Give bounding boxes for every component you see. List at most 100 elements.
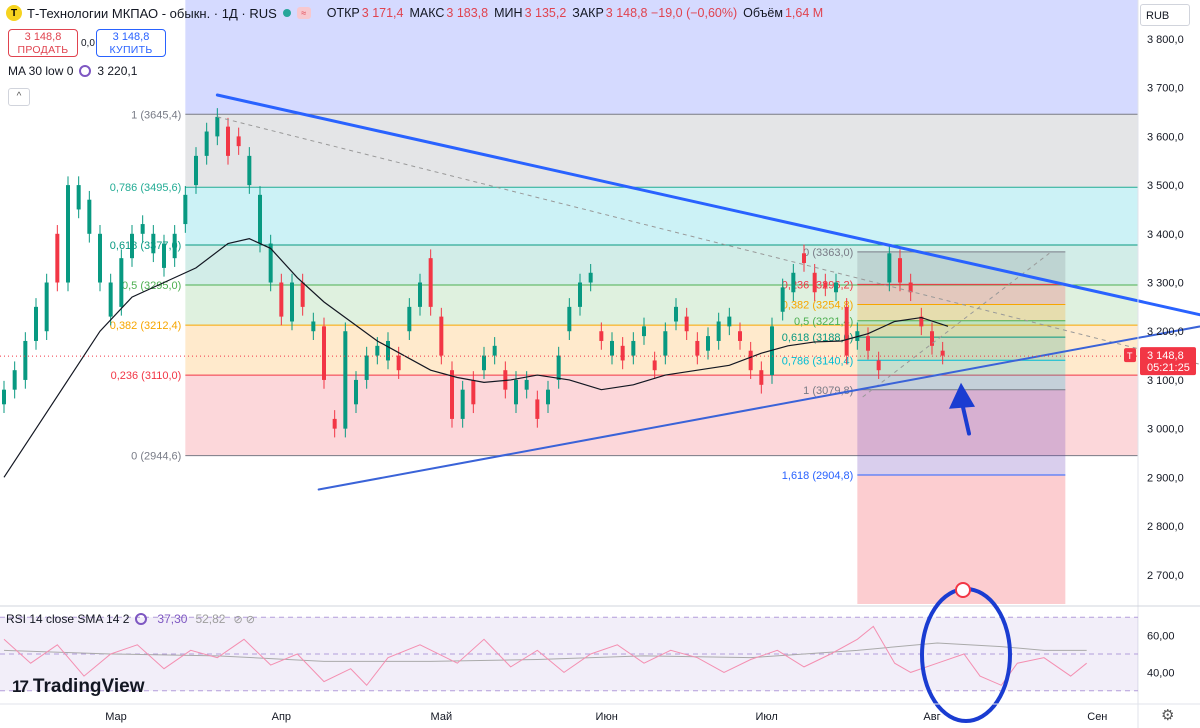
candle-body [460, 389, 465, 419]
buy-label: КУПИТЬ [109, 44, 153, 56]
candle-body [226, 126, 230, 156]
ohlc-value: 1,64 M [784, 6, 824, 20]
ohlc-key: ОТКР [326, 6, 360, 20]
rsi-axis-tick: 40,00 [1147, 667, 1175, 679]
ohlc-value: 3 183,8 [446, 6, 489, 20]
fib-small-level-label: 0,382 (3254,8) [782, 300, 854, 312]
price-axis-tick: 3 400,0 [1147, 229, 1184, 241]
price-axis-tick: 3 600,0 [1147, 131, 1184, 143]
currency-select[interactable]: RUB [1140, 4, 1190, 26]
last-price-marker-letter: T [1127, 351, 1133, 361]
price-axis-tick: 3 700,0 [1147, 83, 1184, 95]
spread-value: 0,0 [81, 38, 95, 49]
candle-body [823, 282, 828, 288]
candle-body [620, 345, 625, 361]
candle-body [23, 340, 28, 380]
fib-level-label: 1 (3645,4) [131, 109, 181, 121]
last-price-marker [1124, 348, 1136, 363]
rsi-line [3, 625, 1087, 687]
candle-body [44, 282, 49, 332]
fib-small-zone [857, 337, 1066, 361]
fib-level-label: 0,5 (3295,0) [122, 280, 181, 292]
rsi-value: 37,30 [157, 612, 188, 626]
ma-value: 3 220,1 [97, 64, 138, 78]
candle-body [695, 340, 700, 356]
fib-zone [185, 187, 1139, 246]
price-axis-tick: 2 800,0 [1147, 521, 1184, 533]
fib-level-label: 0,786 (3495,6) [110, 182, 182, 194]
candle-body [215, 116, 220, 137]
candle-body [343, 331, 348, 429]
symbol-title[interactable]: Т-Технологии МКПАО - обыкн. · 1Д · RUS [27, 5, 277, 21]
candle-body [98, 233, 102, 283]
time-axis-label: Сен [1087, 711, 1107, 723]
buy-button[interactable]: 3 148,8 КУПИТЬ [96, 29, 166, 57]
ohlc-value: 3 135,2 [524, 6, 567, 20]
candle-body [76, 185, 81, 210]
dashed-guide-line [217, 116, 1200, 365]
candle-body [236, 136, 241, 147]
trendline-lower [317, 325, 1200, 491]
annotation-arrow-head [949, 382, 975, 409]
ma-legend[interactable]: MA 30 low 0 3 220,1 [8, 64, 137, 78]
candle-body [802, 253, 806, 264]
fib-zone [185, 114, 1139, 188]
alert-icon [955, 582, 971, 598]
company-logo: T [6, 5, 22, 21]
candle-body [887, 253, 892, 283]
candle-body [535, 399, 540, 419]
tradingview-wordmark: TradingView [32, 676, 145, 697]
cycle-icon [79, 65, 92, 77]
fib-level-label: 0,236 (3110,0) [111, 370, 182, 382]
candle-body [194, 155, 198, 186]
candle-body [268, 243, 273, 283]
tradingview-logo: 17 TradingView [12, 676, 145, 698]
candle-body [418, 282, 422, 307]
candle-body [407, 306, 412, 332]
candle-body [674, 306, 678, 322]
candle-body [546, 389, 550, 405]
candle-body [66, 185, 70, 283]
fib-level-label: 0,382 (3212,4) [110, 320, 182, 332]
time-axis-label: Мар [105, 711, 127, 723]
candle-body [450, 370, 454, 419]
candle-body [34, 306, 38, 341]
collapse-legend-button[interactable]: ^ [8, 88, 30, 106]
fib-small-level-label: 0 (3363,0) [803, 247, 853, 259]
candle-body [55, 233, 60, 283]
candle-body [375, 345, 380, 356]
ohlc-key: МИН [494, 6, 523, 20]
fib-level-label: 0,618 (3377,0) [110, 240, 182, 252]
fib-small-level-label: 0,5 (3221,4) [794, 316, 853, 328]
candle-body [716, 321, 721, 341]
candle-body [290, 282, 294, 322]
fib-small-zone [857, 284, 1066, 305]
ohlc-value: 3 171,4 [361, 6, 404, 20]
candle-body [2, 389, 6, 405]
candle-body [482, 355, 486, 371]
settings-gear-icon[interactable]: ⚙ [1161, 707, 1175, 724]
candle-body [748, 350, 753, 371]
candle-body [386, 340, 390, 361]
candle-body [364, 355, 369, 380]
price-axis-tick: 3 100,0 [1147, 375, 1184, 387]
candle-body [780, 287, 785, 312]
candle-body [130, 233, 134, 259]
sell-button[interactable]: 3 148,8 ПРОДАТЬ [8, 29, 78, 57]
candle-body [599, 331, 604, 341]
buy-price: 3 148,8 [112, 31, 150, 43]
ohlc-values: ОТКР 3 171,4 МАКС 3 183,8 МИН 3 135,2 ЗАКР 3 14… [321, 6, 823, 20]
candle-body [631, 340, 636, 356]
candle-body [834, 282, 838, 293]
time-axis-label: Июл [755, 711, 777, 723]
rsi-legend[interactable]: RSI 14 close SMA 14 2 37,30 52,82 ⊘ ⊘ [6, 612, 255, 626]
candle-body [738, 331, 742, 341]
candle-body [151, 233, 156, 254]
candle-body [439, 316, 444, 356]
time-axis-label: Апр [272, 711, 291, 723]
candle-body [684, 316, 689, 332]
candle-body [354, 379, 358, 405]
hide-icon[interactable]: ⊘ ⊘ [233, 613, 255, 626]
cycle-icon [135, 613, 148, 625]
